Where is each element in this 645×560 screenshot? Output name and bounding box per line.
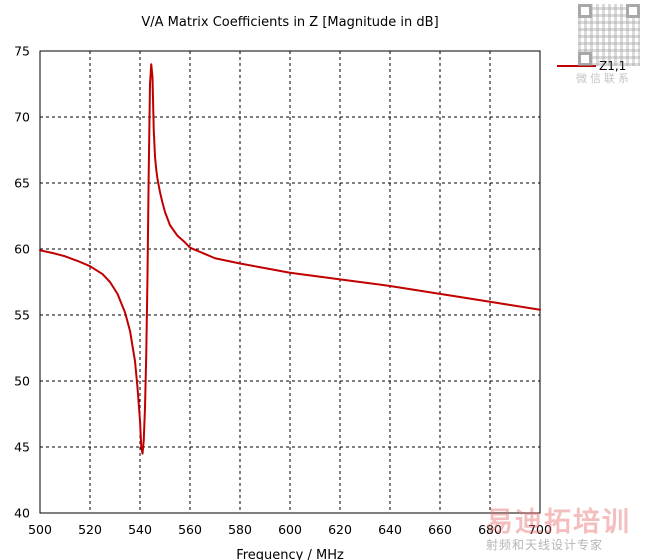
- y-tick-label: 50: [14, 374, 30, 389]
- x-tick-label: 700: [528, 522, 552, 537]
- series-line-0: [39, 63, 541, 455]
- qr-finder: [578, 52, 592, 66]
- y-tick-label: 60: [14, 242, 30, 257]
- x-tick-label: 640: [378, 522, 402, 537]
- qr-caption-watermark: 微信联系: [576, 72, 632, 85]
- y-tick-label: 65: [14, 176, 30, 191]
- qr-finder: [626, 4, 640, 18]
- grid: [40, 51, 540, 513]
- y-tick-labels: 40 45 50 55 60 65 70 75: [14, 44, 30, 521]
- x-tick-label: 560: [178, 522, 202, 537]
- chart-title: V/A Matrix Coefficients in Z [Magnitude …: [141, 15, 438, 30]
- x-axis-label: Frequency / MHz: [236, 548, 344, 560]
- series-layer: [39, 63, 541, 455]
- x-tick-label: 600: [278, 522, 302, 537]
- x-tick-label: 520: [78, 522, 102, 537]
- legend-label-z1-1: Z1,1: [599, 59, 626, 73]
- qr-finder: [578, 4, 592, 18]
- qr-code-watermark: [578, 4, 640, 66]
- legend: Z1,1: [557, 59, 626, 73]
- plot-frame: [39, 50, 541, 514]
- y-tick-label: 40: [14, 506, 30, 521]
- x-tick-label: 620: [328, 522, 352, 537]
- x-tick-label: 680: [478, 522, 502, 537]
- y-tick-label: 75: [14, 44, 30, 59]
- x-tick-label: 580: [228, 522, 252, 537]
- brand-sub-watermark: 射频和天线设计专家: [486, 538, 604, 552]
- y-tick-label: 55: [14, 308, 30, 323]
- x-tick-labels: 500 520 540 560 580 600 620 640 660 680 700: [28, 522, 552, 537]
- x-tick-label: 660: [428, 522, 452, 537]
- x-tick-label: 500: [28, 522, 52, 537]
- y-tick-label: 70: [14, 110, 30, 125]
- x-tick-label: 540: [128, 522, 152, 537]
- y-tick-label: 45: [14, 440, 30, 455]
- brand-watermark: 易迪拓培训: [486, 507, 631, 538]
